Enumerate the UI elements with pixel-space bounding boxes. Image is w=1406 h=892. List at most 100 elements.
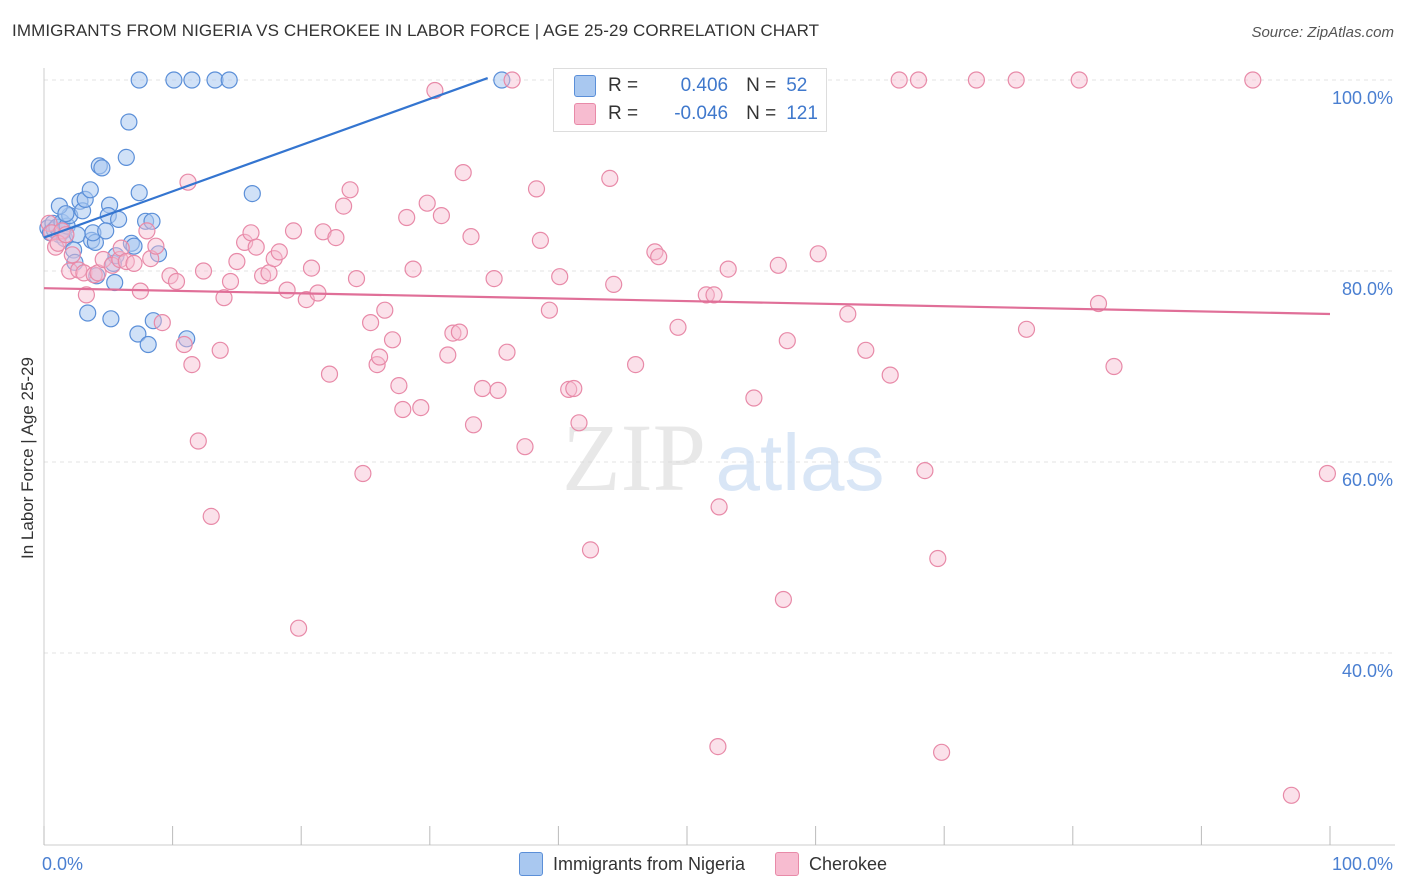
cherokee-point [242, 224, 260, 242]
nigeria-point [79, 304, 97, 322]
grid [44, 79, 1395, 654]
y-tick-label: 100.0% [1332, 88, 1393, 108]
cherokee-point [138, 222, 156, 240]
cherokee-point [147, 237, 165, 255]
cherokee-point [260, 264, 278, 282]
cherokee-point [916, 462, 934, 480]
cherokee-point [551, 268, 569, 286]
cherokee-point [390, 377, 408, 395]
cherokee-point [498, 343, 516, 361]
cherokee-point [540, 301, 559, 319]
cherokee-point [1089, 294, 1108, 313]
legend-swatch-cherokee [775, 852, 799, 876]
x-tick-label: 0.0% [42, 854, 83, 874]
x-tick-label: 100.0% [1332, 854, 1393, 874]
cherokee-point [464, 416, 483, 434]
cherokee-point [394, 400, 412, 419]
cherokee-point [302, 259, 321, 277]
cherokee-point [444, 324, 462, 342]
cherokee-point [211, 341, 229, 359]
cherokee-point [167, 272, 186, 291]
n-value-cherokee: 121 [786, 103, 818, 124]
cherokee-point [709, 737, 727, 756]
cherokee-point [774, 590, 793, 609]
cherokee-point [290, 619, 308, 637]
r-label: R = [608, 103, 639, 124]
cherokee-point [61, 262, 79, 280]
cherokee-point [153, 314, 171, 332]
y-tick-label: 80.0% [1342, 279, 1393, 299]
cherokee-point [669, 318, 687, 336]
cherokee-point [1318, 464, 1337, 483]
tick-labels: 40.0% 60.0% 80.0% 100.0% 0.0% 100.0% [42, 88, 1393, 874]
watermark: ZIP atlas [562, 404, 884, 511]
series-cherokee [40, 71, 1337, 804]
cherokee-point [1282, 786, 1301, 804]
legend-label-cherokee: Cherokee [809, 853, 888, 874]
trend-line-nigeria [43, 77, 489, 239]
cherokee-point [929, 549, 947, 568]
nigeria-point [129, 325, 147, 343]
nigeria-point [57, 205, 75, 223]
cherokee-point [601, 169, 619, 187]
cherokee-point [439, 346, 457, 364]
nigeria-point [130, 71, 148, 89]
cherokee-point [809, 245, 827, 263]
n-label: N = [746, 75, 777, 96]
legend-swatch-nigeria [518, 852, 543, 876]
nigeria-point [139, 335, 157, 354]
cherokee-point [202, 507, 220, 526]
legend-item-nigeria[interactable]: Immigrants from Nigeria [518, 852, 745, 876]
cherokee-point [839, 305, 857, 323]
nigeria-point [106, 273, 124, 292]
nigeria-point [125, 237, 143, 255]
watermark-zip: ZIP [562, 404, 706, 511]
cherokee-point [247, 238, 265, 256]
cherokee-point [489, 381, 507, 399]
nigeria-point [220, 71, 238, 89]
cherokee-point [215, 289, 233, 307]
trend-lines [43, 77, 1331, 316]
points [39, 71, 1337, 804]
cherokee-point [565, 379, 583, 398]
cherokee-point [1244, 71, 1262, 89]
cherokee-point [347, 270, 366, 288]
cherokee-point [1007, 71, 1025, 89]
cherokee-point [719, 260, 737, 278]
cherokee-point [857, 341, 875, 359]
cherokee-point [376, 301, 394, 319]
source-label: Source: ZipAtlas.com [1251, 24, 1394, 41]
y-tick-label: 40.0% [1342, 661, 1393, 681]
cherokee-point [967, 71, 986, 89]
n-label: N = [746, 103, 777, 124]
cherokee-point [454, 164, 472, 182]
cherokee-point [626, 356, 645, 374]
cherokee-point [890, 71, 908, 89]
cherokee-point [485, 270, 503, 288]
trend-line-cherokee [43, 287, 1331, 316]
stats-swatch-cherokee [574, 103, 596, 125]
cherokee-point [194, 262, 213, 280]
nigeria-point [130, 184, 148, 202]
cherokee-point [175, 335, 193, 354]
nigeria-point [102, 310, 120, 328]
cherokee-point [404, 260, 422, 278]
stats-row-cherokee: R = -0.046 N = 121 [574, 100, 818, 128]
cherokee-point [270, 243, 288, 261]
cherokee-point [516, 438, 534, 456]
cherokee-point [94, 250, 112, 269]
cherokee-point [362, 314, 380, 332]
legend-item-cherokee[interactable]: Cherokee [775, 852, 887, 876]
cherokee-point [221, 272, 240, 291]
cherokee-point [278, 281, 296, 299]
cherokee-point [909, 71, 928, 89]
watermark-atlas: atlas [716, 418, 885, 507]
cherokee-point [1017, 320, 1036, 338]
cherokee-point [125, 254, 143, 272]
nigeria-point [93, 159, 111, 177]
cherokee-point [450, 323, 468, 341]
cherokee-point [77, 286, 96, 304]
cherokee-point [745, 389, 763, 407]
nigeria-point [120, 113, 138, 131]
